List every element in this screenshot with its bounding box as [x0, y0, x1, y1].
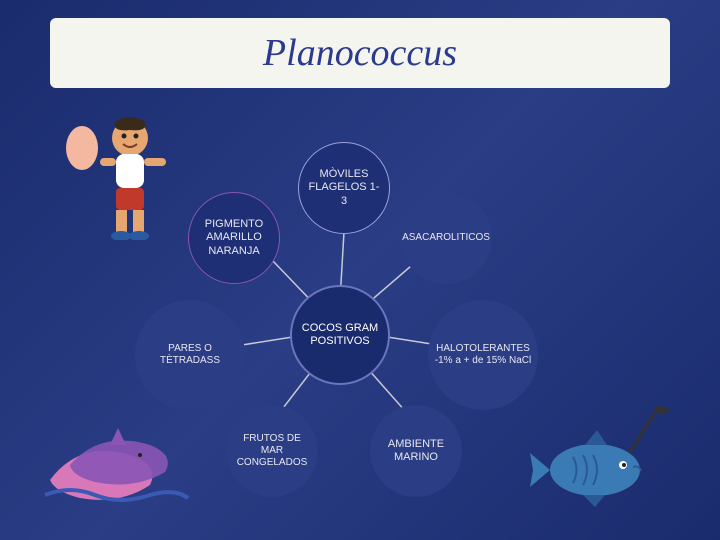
node-halotolerantes: HALOTOLERANTES -1% a + de 15% NaCl: [428, 300, 538, 410]
node-asacaroliticos: ASACAROLITICOS: [400, 192, 492, 284]
node-ambiente: AMBIENTE MARINO: [370, 405, 462, 497]
clipart-dolphins: [40, 410, 190, 520]
node-pigmento: PIGMENTO AMARILLO NARANJA: [188, 192, 280, 284]
node-frutos: FRUTOS DE MAR CONGELADOS: [226, 405, 318, 497]
node-pares: PARES O TÈTRADASS: [135, 300, 245, 410]
center-node: COCOS GRAM POSITIVOS: [290, 285, 390, 385]
node-moviles: MÒVILES FLAGELOS 1- 3: [298, 142, 390, 234]
clipart-boy-shell: [60, 110, 180, 240]
clipart-fish: [525, 405, 695, 525]
